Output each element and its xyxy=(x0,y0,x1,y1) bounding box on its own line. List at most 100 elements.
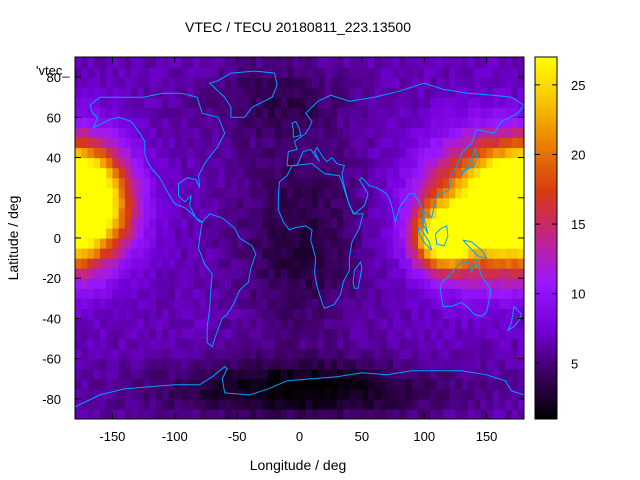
heat-cell xyxy=(137,328,145,340)
heat-cell xyxy=(237,378,244,390)
heat-cell xyxy=(99,107,107,118)
heat-cell xyxy=(480,147,488,159)
heat-cell xyxy=(386,278,394,289)
heat-cell xyxy=(368,278,375,289)
heat-cell xyxy=(386,77,394,88)
heat-cell xyxy=(442,207,450,219)
heat-cell xyxy=(436,398,444,410)
heat-cell xyxy=(442,368,450,380)
heat-cell xyxy=(237,97,244,108)
heat-cell xyxy=(131,117,138,128)
heat-cell xyxy=(106,207,114,219)
heat-cell xyxy=(249,278,257,289)
heat-cell xyxy=(330,318,338,330)
heat-cell xyxy=(75,217,82,229)
heat-cell xyxy=(243,97,251,108)
heat-cell xyxy=(112,67,120,78)
heat-cell xyxy=(336,238,344,249)
heat-cell xyxy=(124,398,132,410)
heat-cell xyxy=(311,117,319,128)
heat-cell xyxy=(193,368,201,380)
heat-cell xyxy=(187,127,195,139)
heat-cell xyxy=(99,127,107,139)
heat-cell xyxy=(405,137,413,149)
heat-cell xyxy=(517,197,524,209)
heat-cell xyxy=(305,328,313,340)
heat-cell xyxy=(124,147,132,159)
heat-cell xyxy=(492,398,500,410)
heat-cell xyxy=(455,177,463,189)
heat-cell xyxy=(293,127,301,139)
heat-cell xyxy=(287,137,294,149)
heat-cell xyxy=(499,97,506,108)
heat-cell xyxy=(218,177,226,189)
heat-cell xyxy=(293,328,301,340)
heat-cell xyxy=(324,358,332,370)
heat-cell xyxy=(106,217,114,229)
heat-cell xyxy=(218,318,226,330)
heat-cell xyxy=(430,378,438,390)
heat-cell xyxy=(118,217,126,229)
heat-cell xyxy=(430,308,438,320)
heat-cell xyxy=(474,278,481,289)
heat-cell xyxy=(374,408,382,419)
heat-cell xyxy=(517,147,524,159)
heat-cell xyxy=(467,227,475,239)
heat-cell xyxy=(343,57,350,68)
heat-cell xyxy=(187,157,195,169)
heat-cell xyxy=(230,348,238,360)
heat-cell xyxy=(293,157,301,169)
heat-cell xyxy=(181,67,188,78)
heat-cell xyxy=(461,298,469,309)
heat-cell xyxy=(417,57,425,68)
heat-cell xyxy=(168,328,176,340)
heat-cell xyxy=(411,388,419,400)
heat-cell xyxy=(255,308,263,320)
heat-cell xyxy=(424,157,432,169)
heat-cell xyxy=(480,258,488,269)
heat-cell xyxy=(224,338,232,350)
heat-cell xyxy=(461,248,469,259)
heat-cell xyxy=(193,358,201,370)
heat-cell xyxy=(486,408,494,419)
heat-cell xyxy=(380,187,388,199)
heat-cell xyxy=(162,187,170,199)
heat-cell xyxy=(230,338,238,350)
heat-cell xyxy=(411,398,419,410)
heat-cell xyxy=(212,97,220,108)
heat-cell xyxy=(355,127,363,139)
heat-cell xyxy=(299,77,307,88)
heat-cell xyxy=(162,368,170,380)
heat-cell xyxy=(87,258,95,269)
heat-cell xyxy=(205,87,213,98)
heat-cell xyxy=(305,57,313,68)
heat-cell xyxy=(492,408,500,419)
heat-cell xyxy=(511,298,519,309)
heat-cell xyxy=(181,117,188,128)
heat-cell xyxy=(467,137,475,149)
heat-cell xyxy=(280,177,288,189)
heat-cell xyxy=(75,368,82,380)
heat-cell xyxy=(336,197,344,209)
heat-cell xyxy=(212,167,220,179)
heat-cell xyxy=(174,67,182,78)
heat-cell xyxy=(499,328,506,340)
heat-cell xyxy=(361,348,369,360)
heat-cell xyxy=(380,298,388,309)
heat-cell xyxy=(405,368,413,380)
heat-cell xyxy=(442,298,450,309)
heat-cell xyxy=(355,408,363,419)
heat-cell xyxy=(361,358,369,370)
heat-cell xyxy=(511,368,519,380)
heat-cell xyxy=(187,358,195,370)
heat-cell xyxy=(424,87,432,98)
heat-cell xyxy=(330,187,338,199)
heat-cell xyxy=(374,107,382,118)
heat-cell xyxy=(168,127,176,139)
heat-cell xyxy=(417,268,425,279)
heat-cell xyxy=(87,348,95,360)
heat-cell xyxy=(386,238,394,249)
heat-cell xyxy=(411,157,419,169)
heat-cell xyxy=(442,278,450,289)
heat-cell xyxy=(486,87,494,98)
